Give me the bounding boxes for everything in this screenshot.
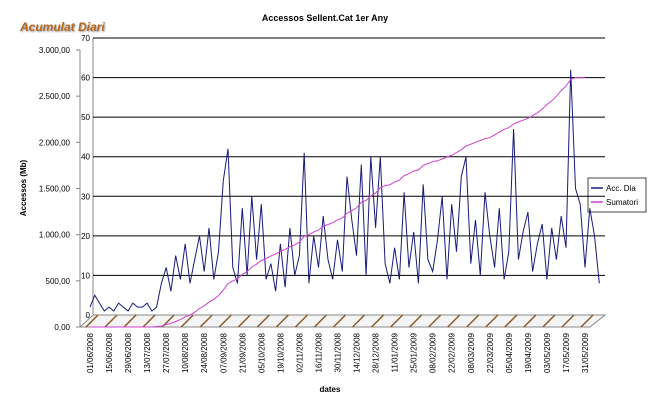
x-tick-label: 30/11/2008 [334,332,343,372]
x-tick [275,314,289,328]
x-tick [123,314,137,328]
x-tick [428,314,442,328]
x-tick [390,314,404,328]
x-tick [218,314,232,328]
x-tick [504,314,518,328]
y-tick-label: 3.000,00 [39,46,71,55]
series-line [89,69,600,312]
y2-tick-label: 30 [81,192,90,201]
y2-tick-label: 20 [81,232,90,241]
plot-area [78,38,607,328]
x-tick [542,314,556,328]
x-tick-label: 11/01/2009 [391,332,400,372]
x-tick [580,314,594,328]
x-tick [352,314,366,328]
x-tick-label: 08/02/2009 [429,332,438,373]
chart-title: Accessos Sellent.Cat 1er Any [262,13,388,23]
x-tick [466,314,480,328]
y-tick-label: 1.000,00 [39,231,71,240]
x-tick-label: 22/02/2009 [448,332,457,373]
x-tick-label: 31/05/2009 [581,332,590,373]
x-tick-label: 25/01/2009 [410,332,419,373]
x-tick-label: 08/03/2009 [467,332,476,373]
y-axis-title: Accessos (Mb) [19,159,28,216]
x-tick [523,314,537,328]
x-tick-label: 05/04/2009 [505,332,514,373]
legend: Acc. Dia Sumatori [587,177,647,213]
x-tick [180,314,194,328]
x-tick-label: 24/08/2008 [200,332,209,373]
x-tick [561,314,575,328]
x-tick-label: 28/12/2008 [372,332,381,373]
y-tick-label: 2.500,00 [39,92,71,101]
badge: Acumulat Diari [19,20,105,34]
x-tick [237,314,251,328]
x-tick [371,314,385,328]
x-tick-label: 27/07/2008 [162,332,171,373]
x-tick [256,314,270,328]
x-axis-title: dates [320,385,341,394]
x-tick-label: 19/04/2009 [524,332,533,373]
y2-tick-label: 10 [81,271,90,280]
y2-tick-label: 0 [86,311,91,320]
y-tick-label: 0,00 [54,323,70,332]
floor [78,314,607,328]
x-tick-label: 01/06/2008 [86,332,95,373]
x-tick [313,314,327,328]
x-tick-label: 13/07/2008 [143,332,152,373]
x-tick-label: 21/09/2008 [238,332,247,373]
series-line [90,77,585,328]
y-tick-label: 1.500,00 [39,185,71,194]
x-tick [332,314,347,328]
x-tick-label: 15/06/2008 [105,332,114,373]
x-tick-label: 16/11/2008 [314,332,323,372]
x-tick-label: 02/11/2008 [295,332,304,372]
x-tick [294,314,308,328]
legend-label: Sumatori [606,198,638,207]
x-tick-label: 22/03/2009 [486,332,495,373]
x-tick [85,314,99,328]
x-tick [485,314,499,328]
y2-tick-label: 70 [81,34,90,43]
x-tick-label: 17/05/2009 [562,332,571,373]
legend-box [587,177,647,213]
x-tick-label: 10/08/2008 [181,332,190,373]
x-tick-label: 14/12/2008 [353,332,362,373]
x-tick [409,314,423,328]
x-tick [199,314,213,328]
x-tick [142,314,156,328]
y-tick-label: 2.000,00 [39,138,71,147]
x-tick [104,314,118,328]
y2-tick-label: 40 [81,153,90,162]
x-tick-label: 19/10/2008 [276,332,285,373]
y-tick-label: 500,00 [46,277,71,286]
legend-label: Acc. Dia [606,184,636,193]
x-tick [447,314,461,328]
y2-tick-label: 50 [81,113,90,122]
x-tick-label: 05/10/2008 [257,332,266,373]
y2-tick-label: 60 [81,74,90,83]
x-tick-label: 07/09/2008 [219,332,228,373]
x-tick-label: 03/05/2009 [543,332,552,373]
x-tick-label: 29/06/2008 [124,332,133,373]
